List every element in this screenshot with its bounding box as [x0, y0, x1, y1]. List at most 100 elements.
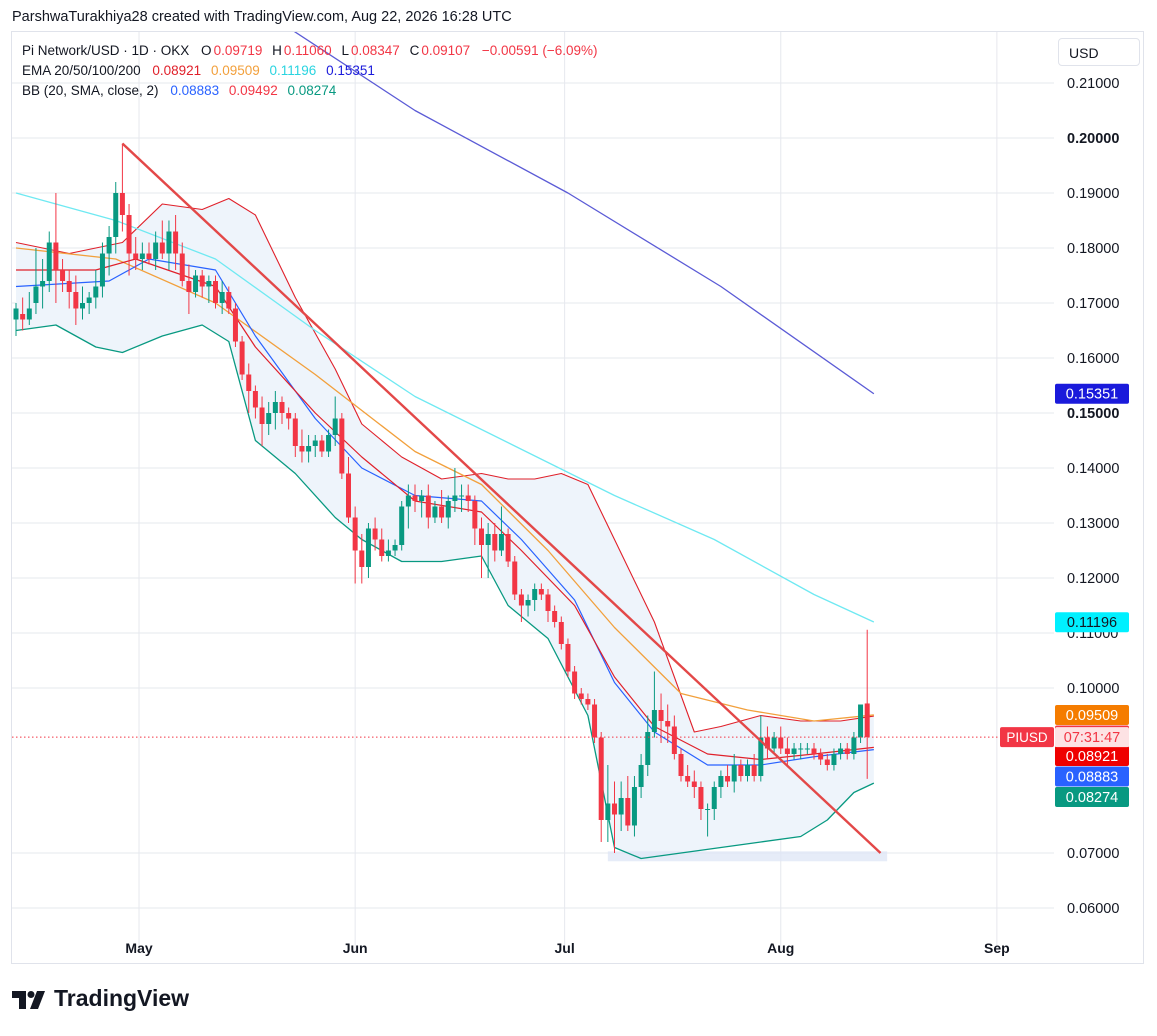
candle-body [266, 413, 272, 424]
candle-body [412, 495, 418, 501]
candle-body [618, 798, 624, 815]
candle-body [525, 600, 531, 606]
candle-body [498, 534, 504, 551]
legend-l-label: L [341, 43, 349, 58]
legend-o-label: O [201, 43, 212, 58]
candle-body [259, 407, 265, 424]
price-tag-label: 0.08883 [1066, 770, 1118, 786]
price-tag [1055, 383, 1129, 404]
legend-o-value: 0.09719 [213, 43, 263, 58]
legend-symbol[interactable]: Pi Network/USD · 1D · OKX [22, 43, 190, 58]
candle-body [844, 748, 850, 754]
y-axis-label: 0.10000 [1067, 681, 1119, 697]
legend-h-label: H [272, 43, 282, 58]
candle-body [698, 787, 704, 809]
plot-area [12, 32, 1054, 953]
bollinger-band-fill [16, 198, 874, 859]
candle-body [365, 528, 371, 567]
legend-bb-label[interactable]: BB (20, SMA, close, 2) [22, 83, 159, 98]
candle-body [771, 737, 777, 749]
countdown-tag [1055, 727, 1129, 748]
candle-body [133, 253, 139, 259]
bb-upper-line [15, 197, 874, 733]
candle-body [66, 281, 72, 292]
tradingview-logo-icon [12, 991, 45, 1009]
ema50-line [15, 247, 874, 722]
y-axis-label: 0.21000 [1067, 76, 1119, 92]
y-axis-label: 0.12000 [1067, 571, 1119, 587]
candle-body [40, 281, 46, 287]
candle-body [246, 374, 252, 391]
candle-body [93, 286, 99, 298]
candle-body [252, 391, 258, 408]
candle-body [711, 787, 717, 809]
bb-lower-line [15, 324, 875, 860]
candle-body [20, 314, 26, 320]
legend-ema50-value: 0.09509 [210, 63, 260, 78]
candle-body [146, 253, 152, 259]
candle-body [126, 215, 132, 254]
candle-body [292, 418, 298, 446]
candle-body [758, 737, 764, 776]
candle-body [352, 517, 358, 551]
candle-body [226, 292, 232, 309]
price-tag [1055, 766, 1129, 787]
candle-body [658, 710, 664, 721]
price-tag-label: 0.09509 [1066, 708, 1118, 724]
candle-body [738, 765, 744, 776]
candle-body [572, 671, 578, 694]
candle-body [665, 721, 671, 727]
symbol-tag [1000, 727, 1054, 748]
candle-body [332, 418, 338, 435]
x-axis-label: May [125, 940, 152, 956]
candle-body [339, 418, 345, 474]
candle-body [445, 501, 451, 518]
candle-body [326, 435, 332, 452]
legend-bb: BB (20, SMA, close, 2) 0.08883 0.09492 0… [22, 83, 338, 98]
candle-body [725, 776, 731, 782]
candle-body [312, 440, 318, 446]
chart-frame [11, 31, 1144, 964]
legend-ema-label[interactable]: EMA 20/50/100/200 [22, 63, 141, 78]
candle-body [472, 501, 478, 529]
candle-body [784, 748, 790, 754]
candle-body [538, 589, 544, 595]
legend-ema200-value: 0.15351 [326, 63, 375, 78]
legend-c-value: 0.09107 [421, 43, 471, 58]
y-axis-label: 0.19000 [1067, 186, 1119, 202]
legend-bb-upper-value: 0.09492 [228, 83, 278, 98]
candle-body [691, 781, 697, 787]
symbol-tag-label: PIUSD [1006, 730, 1048, 745]
candle-body [552, 611, 558, 622]
candle-body [306, 446, 312, 452]
attribution-text: ParshwaTurakhiya28 created with TradingV… [12, 9, 512, 25]
candle-body [452, 495, 458, 501]
candle-body [798, 748, 804, 750]
candle-body [824, 759, 830, 765]
candle-body [60, 270, 66, 281]
y-axis-label: 0.16000 [1067, 351, 1119, 367]
candle-body [518, 594, 524, 606]
candle-body [286, 413, 292, 419]
candle-body [778, 737, 784, 749]
trendline [121, 142, 882, 854]
candle-body [359, 550, 365, 567]
candle-body [279, 402, 285, 413]
brand-name: TradingView [54, 985, 190, 1011]
currency-button[interactable]: USD [1058, 38, 1140, 66]
tradingview-brand[interactable]: TradingView [12, 985, 189, 1012]
candle-body [791, 748, 797, 754]
candle-body [745, 765, 750, 776]
price-tag-label: 0.08921 [1066, 749, 1118, 765]
candle-body [186, 281, 192, 292]
candle-body [645, 732, 651, 765]
x-axis-label: Aug [767, 940, 794, 956]
candle-body [372, 528, 378, 540]
candle-body [379, 539, 385, 556]
candle-body [139, 253, 145, 259]
candle-body [113, 193, 119, 237]
ema100-line [15, 192, 875, 623]
candle-body [299, 446, 305, 452]
candle-body [638, 765, 644, 787]
